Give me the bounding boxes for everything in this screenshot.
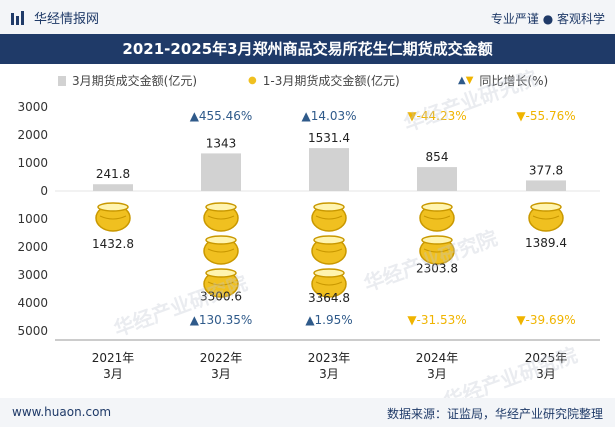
growth-monthly-label: ▼-44.23% <box>407 109 466 123</box>
gold-pot-icon <box>311 202 347 232</box>
bar-monthly <box>417 167 457 191</box>
legend-growth: ▲▼ 同比增长(%) <box>458 72 548 89</box>
x-tick-label: 2023年 <box>308 351 351 365</box>
gold-pot-icon <box>203 235 239 265</box>
gold-pot-icon <box>311 235 347 265</box>
bar-value-label: 854 <box>426 150 449 164</box>
y-tick-label: 3000 <box>17 268 48 282</box>
pot-band <box>532 215 560 220</box>
legend-cumulative: ● 1-3月期货成交金额(亿元) <box>248 72 400 89</box>
cumulative-value-label: 1389.4 <box>525 236 567 250</box>
pot-band <box>423 215 451 220</box>
legend-cumulative-label: 1-3月期货成交金额(亿元) <box>262 74 400 88</box>
cumulative-value-label: 3300.6 <box>200 289 242 303</box>
legend-growth-label: 同比增长(%) <box>479 74 549 88</box>
pot-band <box>207 248 235 253</box>
legend-monthly-label: 3月期货成交金额(亿元) <box>72 74 197 88</box>
x-tick-label: 2025年 <box>525 351 568 365</box>
x-tick-label: 3月 <box>211 367 231 381</box>
top-bar: 华经情报网 专业严谨 ● 客观科学 <box>0 0 615 34</box>
growth-cumulative-label: ▼-39.69% <box>516 313 575 327</box>
y-tick-label: 2000 <box>17 128 48 142</box>
bar-monthly <box>526 180 566 191</box>
gold-pot-icon <box>203 268 239 298</box>
gold-pot-icon <box>419 202 455 232</box>
pot-band <box>207 215 235 220</box>
data-source: 数据来源：证监局，华经产业研究院整理 <box>386 407 603 421</box>
gold-pot-icon <box>95 202 131 232</box>
pot-rim <box>530 202 562 212</box>
legend-pot-icon: ● <box>248 75 257 86</box>
y-tick-label: 1000 <box>17 156 48 170</box>
chart-marks: 241.8 1432.8 1343 ▲455.46% 3300.6 ▲130.35% 153… <box>92 109 576 327</box>
pot-rim <box>313 202 345 212</box>
brand[interactable]: 华经情报网 <box>10 8 99 27</box>
pot-band <box>315 248 343 253</box>
x-tick-label: 2021年 <box>92 351 135 365</box>
pot-rim <box>205 268 237 278</box>
cumulative-value-label: 1432.8 <box>92 237 134 251</box>
gold-pot-icon <box>528 202 564 232</box>
growth-monthly-label: ▼-55.76% <box>516 109 575 123</box>
y-tick-label: 4000 <box>17 296 48 310</box>
pot-rim <box>97 202 129 212</box>
x-axis: 2021年 3月 2022年 3月 2023年 3月 2024年 3月 2025年 3月 <box>92 351 568 381</box>
y-tick-label: 3000 <box>17 100 48 114</box>
legend-triangle-icons: ▲▼ <box>458 75 474 86</box>
brand-name: 华经情报网 <box>34 12 100 27</box>
growth-monthly-label: ▲455.46% <box>190 109 253 123</box>
bar-value-label: 1343 <box>206 136 237 150</box>
pot-band <box>423 248 451 253</box>
footer: www.huaon.com 数据来源：证监局，华经产业研究院整理 <box>0 398 615 427</box>
y-tick-label: 5000 <box>17 324 48 338</box>
slogan: 专业严谨 ● 客观科学 <box>490 12 605 26</box>
x-tick-label: 3月 <box>319 367 339 381</box>
legend: 3月期货成交金额(亿元) ● 1-3月期货成交金额(亿元) ▲▼ 同比增长(%) <box>0 72 615 92</box>
site-url[interactable]: www.huaon.com <box>12 405 112 419</box>
growth-monthly-label: ▲14.03% <box>302 109 357 123</box>
x-tick-label: 2024年 <box>416 351 459 365</box>
x-tick-label: 2022年 <box>200 351 243 365</box>
pot-rim <box>205 202 237 212</box>
gold-pot-icon <box>311 268 347 298</box>
pot-rim <box>313 268 345 278</box>
x-tick-label: 3月 <box>103 367 123 381</box>
gold-pot-icon <box>419 235 455 265</box>
bar-monthly <box>309 148 349 191</box>
bar-value-label: 1531.4 <box>308 131 350 145</box>
bar-monthly <box>93 184 133 191</box>
cumulative-value-label: 2303.8 <box>416 262 458 276</box>
pot-rim <box>205 235 237 245</box>
legend-monthly: 3月期货成交金额(亿元) <box>58 72 197 89</box>
pot-rim <box>313 235 345 245</box>
pot-rim <box>421 202 453 212</box>
pot-band <box>315 281 343 286</box>
gold-pot-icon <box>203 202 239 232</box>
y-tick-label: 2000 <box>17 240 48 254</box>
y-tick-label: 1000 <box>17 212 48 226</box>
growth-cumulative-label: ▲130.35% <box>190 313 253 327</box>
growth-cumulative-label: ▼-31.53% <box>407 313 466 327</box>
bar-value-label: 377.8 <box>529 163 563 177</box>
growth-cumulative-label: ▲1.95% <box>305 313 352 327</box>
y-tick-label: 0 <box>40 184 48 198</box>
legend-bar-swatch <box>58 75 66 86</box>
pot-rim <box>421 235 453 245</box>
bar-monthly <box>201 153 241 191</box>
pot-band <box>99 215 127 220</box>
chart-title: 2021-2025年3月郑州商品交易所花生仁期货成交金额 <box>0 34 615 64</box>
pot-band <box>315 215 343 220</box>
bar-value-label: 241.8 <box>96 167 130 181</box>
logo-icon <box>11 10 24 25</box>
cumulative-value-label: 3364.8 <box>308 291 350 305</box>
pot-band <box>207 281 235 286</box>
x-tick-label: 3月 <box>536 367 556 381</box>
x-tick-label: 3月 <box>427 367 447 381</box>
